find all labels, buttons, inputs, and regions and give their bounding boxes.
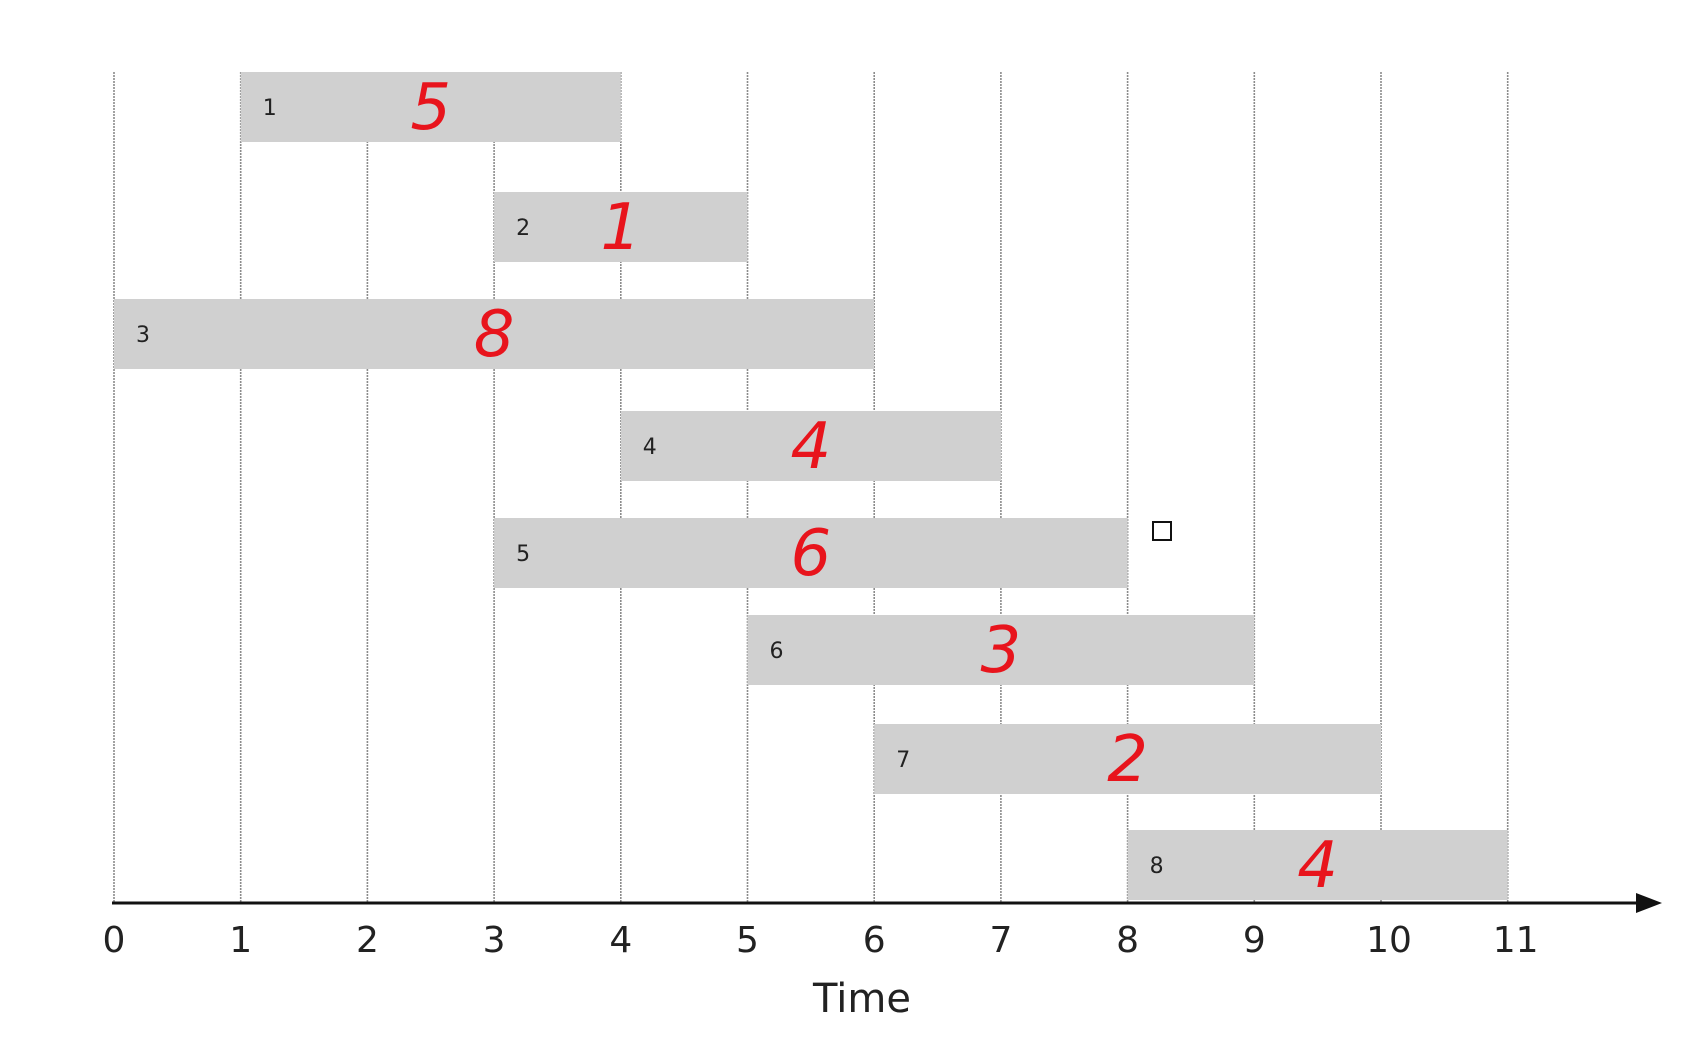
x-tick-label: 2 bbox=[356, 920, 379, 961]
x-tick-label: 6 bbox=[863, 920, 886, 961]
job-id-label: 3 bbox=[136, 323, 150, 348]
job-weight-label: 1 bbox=[600, 191, 641, 265]
square-icon bbox=[1152, 521, 1172, 541]
job-id-label: 8 bbox=[1150, 854, 1164, 879]
job-weight-label: 5 bbox=[410, 71, 451, 145]
job-id-label: 1 bbox=[263, 96, 277, 121]
x-tick-label: 5 bbox=[736, 920, 759, 961]
job-id-label: 6 bbox=[770, 639, 784, 664]
x-tick-label: 3 bbox=[483, 920, 506, 961]
x-tick-label: 0 bbox=[103, 920, 126, 961]
x-tick-label: 4 bbox=[609, 920, 632, 961]
job-weight-label: 3 bbox=[981, 614, 1022, 688]
x-tick-labels: 0 1 2 3 4 5 6 7 8 9 10 11 bbox=[103, 920, 1539, 961]
x-tick-label: 9 bbox=[1243, 920, 1266, 961]
job-weight-label: 8 bbox=[474, 298, 515, 372]
job-id-label: 2 bbox=[516, 216, 530, 241]
job-id-label: 7 bbox=[896, 748, 910, 773]
job-bar bbox=[240, 72, 621, 142]
x-axis-arrowhead bbox=[1636, 893, 1662, 913]
job-weight-label: 2 bbox=[1107, 723, 1148, 797]
job-bar bbox=[747, 615, 1255, 685]
job-bar bbox=[494, 518, 1128, 588]
x-axis-title: Time bbox=[812, 976, 911, 1022]
job-weight-label: 4 bbox=[1297, 829, 1338, 903]
x-tick-label: 8 bbox=[1116, 920, 1139, 961]
job-bar bbox=[494, 192, 748, 262]
x-tick-label: 11 bbox=[1493, 920, 1539, 961]
job-bar bbox=[874, 724, 1381, 794]
job-weight-label: 4 bbox=[790, 410, 831, 484]
job-bar bbox=[620, 411, 1001, 481]
job-id-label: 4 bbox=[643, 435, 657, 460]
x-tick-label: 10 bbox=[1366, 920, 1412, 961]
job-weight-label: 6 bbox=[790, 517, 831, 591]
job-id-label: 5 bbox=[516, 542, 530, 567]
job-bar bbox=[1127, 830, 1508, 900]
x-tick-label: 7 bbox=[989, 920, 1012, 961]
x-tick-label: 1 bbox=[229, 920, 252, 961]
job-bars: 1 52 13 84 45 66 37 28 4 bbox=[114, 71, 1508, 903]
time-axis bbox=[112, 893, 1662, 913]
job-bar bbox=[114, 299, 875, 369]
